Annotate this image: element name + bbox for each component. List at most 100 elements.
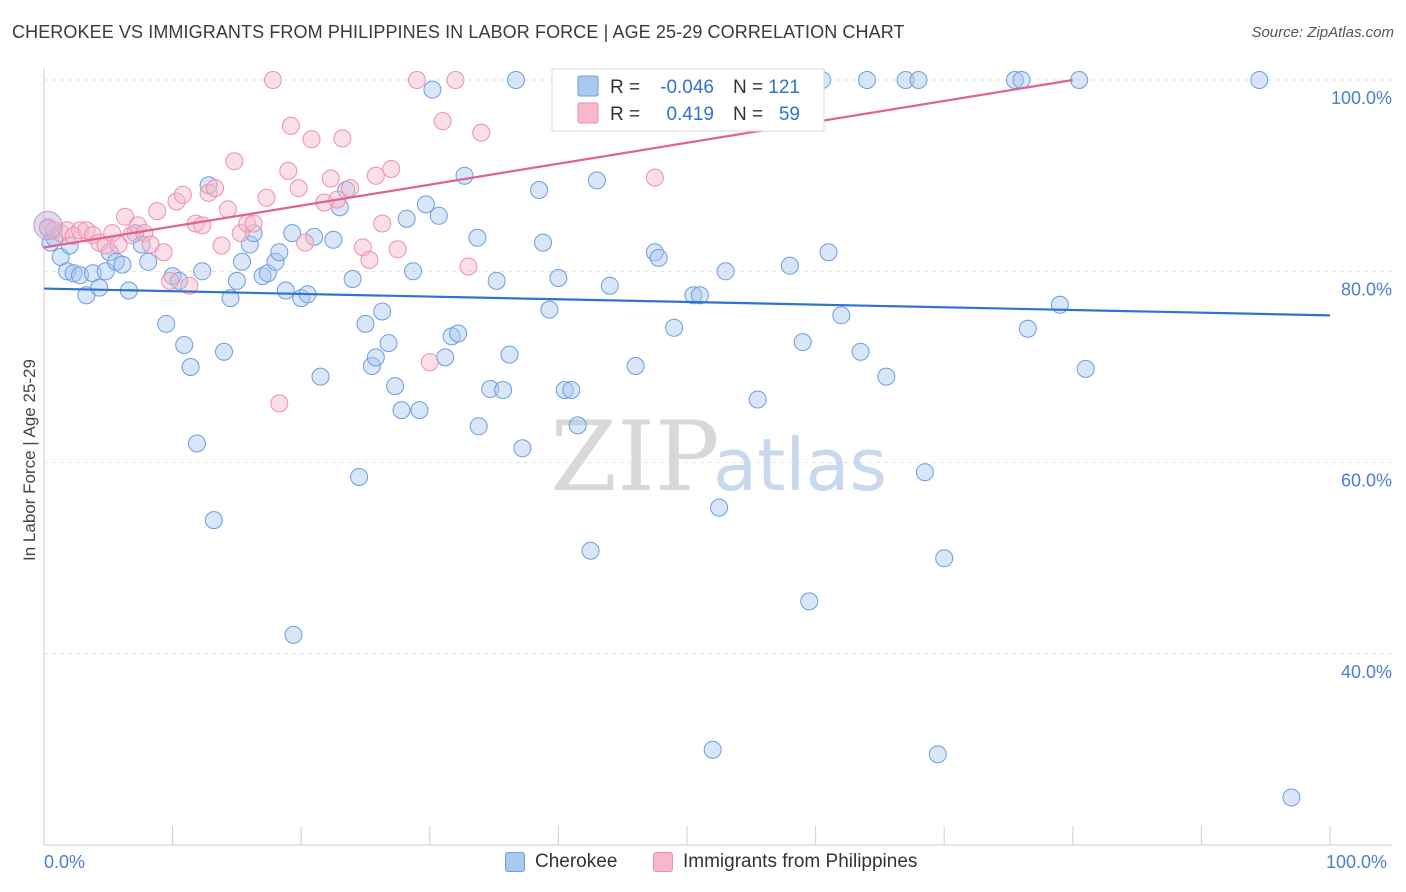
point-cherokee-27: [221, 289, 240, 308]
point-philippines-26: [206, 179, 224, 198]
stats-swatch-pink: [577, 102, 599, 124]
point-philippines-29: [225, 152, 244, 171]
point-philippines-12: [116, 207, 134, 226]
series-cherokee: [38, 71, 1301, 807]
point-cherokee-65: [468, 228, 487, 247]
point-cherokee-21: [181, 358, 200, 376]
point-cherokee-35: [270, 243, 289, 262]
legend-swatch-philippines: [653, 852, 673, 872]
point-cherokee-112: [1012, 71, 1031, 89]
point-philippines-30: [231, 224, 250, 243]
point-cherokee-75: [540, 300, 559, 319]
point-cherokee-12: [113, 255, 132, 274]
point-philippines-18: [154, 243, 173, 262]
point-cluster-overlap: [33, 210, 63, 240]
x-tick-label-max: 100.0%: [1326, 852, 1388, 872]
point-cherokee-85: [649, 248, 668, 267]
point-philippines-33: [257, 188, 276, 207]
point-cherokee-97: [780, 256, 799, 275]
point-cherokee-43: [324, 230, 343, 249]
point-cherokee-42: [311, 367, 330, 386]
point-cherokee-113: [1018, 319, 1037, 338]
watermark-atlas: atlas: [713, 423, 887, 507]
point-cherokee-55: [397, 209, 416, 228]
legend-swatch-cherokee: [505, 852, 525, 872]
point-cherokee-23: [193, 262, 212, 281]
point-cherokee-51: [373, 302, 392, 321]
point-cherokee-74: [534, 233, 552, 252]
point-philippines-40: [302, 130, 321, 149]
point-cherokee-106: [896, 71, 915, 89]
point-cherokee-83: [626, 357, 645, 375]
point-cherokee-95: [748, 390, 767, 409]
point-cherokee-116: [1076, 359, 1095, 378]
watermark-zip: ZIP: [550, 401, 719, 513]
series-philippines: [33, 71, 664, 413]
stats-n-label-1: N =: [733, 77, 763, 98]
point-cherokee-59: [423, 80, 442, 99]
point-cherokee-72: [513, 439, 532, 458]
stats-r-value-2: 0.419: [666, 104, 714, 125]
point-philippines-21: [173, 185, 192, 204]
gridlines: [44, 79, 1392, 655]
point-cherokee-118: [1282, 788, 1301, 807]
point-cherokee-86: [665, 318, 684, 337]
trend-line-philippines: [43, 78, 1073, 249]
point-cherokee-64: [455, 166, 474, 185]
axes: [43, 68, 1392, 846]
point-cherokee-80: [581, 541, 600, 560]
point-cherokee-70: [500, 345, 519, 364]
point-philippines-20: [167, 192, 186, 211]
point-cherokee-53: [386, 377, 405, 396]
point-philippines-34: [263, 71, 282, 89]
point-philippines-50: [382, 160, 401, 178]
point-cherokee-58: [416, 195, 435, 214]
point-cherokee-20: [175, 336, 194, 354]
point-philippines-14: [128, 216, 147, 235]
point-philippines-36: [279, 161, 298, 180]
source-label: Source: ZipAtlas.com: [1251, 24, 1394, 41]
point-philippines-51: [388, 240, 407, 259]
point-cherokee-69: [494, 381, 513, 399]
point-philippines-17: [148, 202, 167, 221]
point-cherokee-36: [276, 281, 295, 300]
point-philippines-38: [289, 179, 308, 198]
point-cherokee-66: [469, 417, 488, 436]
point-cherokee-54: [392, 401, 411, 420]
point-philippines-28: [218, 200, 237, 219]
y-tick-label-60: 60.0%: [1341, 471, 1392, 491]
point-cherokee-82: [600, 276, 619, 295]
point-cherokee-101: [819, 243, 838, 262]
point-philippines-27: [212, 236, 231, 255]
point-cherokee-37: [283, 224, 302, 243]
point-cherokee-52: [379, 334, 398, 353]
y-tick-label-100: 100.0%: [1331, 88, 1392, 108]
point-cherokee-109: [928, 745, 947, 764]
point-cherokee-99: [800, 592, 819, 611]
point-cherokee-25: [204, 511, 223, 530]
point-cherokee-115: [1070, 71, 1089, 89]
x-tick-label-min: 0.0%: [44, 852, 86, 872]
legend-item-philippines: Immigrants from Philippines: [653, 851, 917, 873]
point-cherokee-91: [716, 262, 735, 281]
point-philippines-53: [420, 353, 439, 372]
point-philippines-57: [472, 123, 491, 142]
point-philippines-37: [281, 116, 300, 135]
point-cherokee-67: [481, 380, 500, 398]
stats-r-label-1: R =: [610, 77, 640, 98]
point-philippines-58: [645, 168, 664, 187]
point-cherokee-81: [588, 171, 606, 190]
point-philippines-35: [270, 394, 289, 413]
point-cherokee-41: [305, 227, 324, 246]
trend-lines: [43, 78, 1331, 317]
point-cherokee-78: [562, 381, 581, 399]
point-cherokee-34: [266, 252, 285, 271]
point-philippines-19: [161, 271, 179, 290]
point-cherokee-108: [915, 463, 934, 482]
point-cherokee-68: [487, 271, 506, 290]
point-cherokee-50: [366, 348, 385, 367]
watermark: ZIP atlas: [550, 401, 887, 513]
point-cherokee-98: [793, 333, 812, 352]
point-cherokee-87: [684, 286, 703, 305]
point-cherokee-32: [253, 267, 272, 286]
